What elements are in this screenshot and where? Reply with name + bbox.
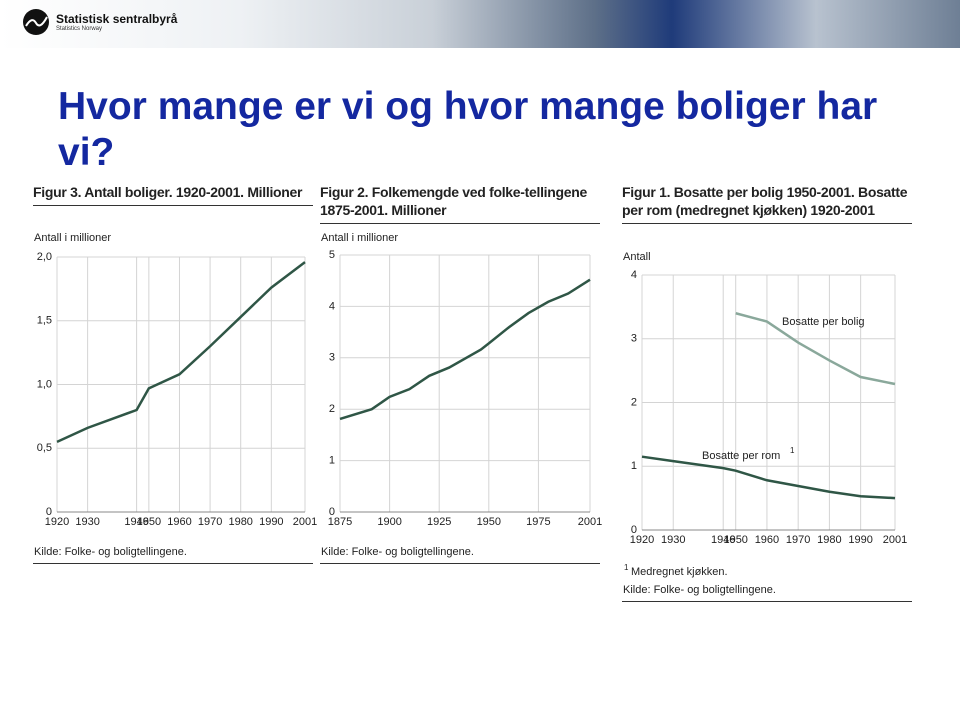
legend-label: Bosatte per rom bbox=[702, 450, 780, 462]
x-tick-label: 1960 bbox=[755, 534, 779, 546]
source-rule bbox=[33, 563, 313, 564]
y-tick-label: 1,0 bbox=[37, 378, 52, 390]
footnote-mark: 1 bbox=[624, 563, 629, 572]
x-tick-label: 1960 bbox=[167, 516, 191, 528]
source: Kilde: Folke- og boligtellingene. bbox=[34, 546, 187, 558]
source: Kilde: Folke- og boligtellingene. bbox=[321, 546, 474, 558]
legend-label: Bosatte per bolig bbox=[782, 316, 865, 328]
y-tick-label: 4 bbox=[329, 300, 335, 312]
source-rule bbox=[622, 601, 912, 602]
y-tick-label: 5 bbox=[329, 249, 335, 261]
line bbox=[735, 312, 896, 386]
x-tick-label: 1980 bbox=[228, 516, 252, 528]
x-tick-label: 2001 bbox=[883, 534, 907, 546]
logo-icon bbox=[23, 9, 49, 35]
line bbox=[641, 455, 896, 500]
y-tick-label: 2,0 bbox=[37, 251, 52, 263]
x-tick-label: 1950 bbox=[137, 516, 161, 528]
x-tick-label: 1980 bbox=[817, 534, 841, 546]
logo-text: Statistisk sentralbyrå bbox=[56, 12, 178, 26]
y-tick-label: 1 bbox=[329, 455, 335, 467]
x-tick-label: 2001 bbox=[293, 516, 317, 528]
x-tick-label: 1920 bbox=[45, 516, 69, 528]
y-axis-label: Antall bbox=[623, 251, 651, 263]
x-tick-label: 2001 bbox=[578, 516, 602, 528]
y-tick-label: 0,5 bbox=[37, 442, 52, 454]
x-tick-label: 1970 bbox=[786, 534, 810, 546]
x-tick-label: 1950 bbox=[477, 516, 501, 528]
chart-title: Figur 2. Folkemengde ved folke-tellingen… bbox=[320, 183, 600, 224]
logo-sub: Statistics Norway bbox=[56, 26, 103, 32]
x-tick-label: 1950 bbox=[723, 534, 747, 546]
y-tick-label: 0 bbox=[329, 506, 335, 518]
x-tick-label: 1900 bbox=[377, 516, 401, 528]
source: Kilde: Folke- og boligtellingene. bbox=[623, 584, 776, 596]
x-tick-label: 1946 bbox=[124, 516, 148, 528]
y-axis-label: Antall i millioner bbox=[34, 232, 112, 244]
x-tick-label: 1970 bbox=[198, 516, 222, 528]
y-tick-label: 0 bbox=[631, 524, 637, 536]
source-rule bbox=[320, 563, 600, 564]
y-tick-label: 3 bbox=[329, 352, 335, 364]
x-tick-label: 1930 bbox=[75, 516, 99, 528]
x-tick-label: 1920 bbox=[630, 534, 654, 546]
y-tick-label: 2 bbox=[631, 396, 637, 408]
y-tick-label: 3 bbox=[631, 333, 637, 345]
y-axis-label: Antall i millioner bbox=[321, 232, 399, 244]
y-tick-label: 1 bbox=[631, 460, 637, 472]
y-tick-label: 4 bbox=[631, 269, 637, 281]
line bbox=[56, 261, 306, 444]
chart-title: Figur 1. Bosatte per bolig 1950-2001. Bo… bbox=[622, 183, 912, 224]
x-tick-label: 1990 bbox=[848, 534, 872, 546]
x-tick-label: 1925 bbox=[427, 516, 451, 528]
chart-title: Figur 3. Antall boliger. 1920-2001. Mill… bbox=[33, 183, 313, 206]
x-tick-label: 1975 bbox=[526, 516, 550, 528]
x-tick-label: 1930 bbox=[661, 534, 685, 546]
y-tick-label: 2 bbox=[329, 403, 335, 415]
x-tick-label: 1875 bbox=[328, 516, 352, 528]
y-tick-label: 0 bbox=[46, 506, 52, 518]
banner bbox=[0, 0, 960, 48]
x-tick-label: 1990 bbox=[259, 516, 283, 528]
y-tick-label: 1,5 bbox=[37, 315, 52, 327]
line bbox=[339, 278, 591, 421]
x-tick-label: 1946 bbox=[711, 534, 735, 546]
footnote-text: Medregnet kjøkken. bbox=[631, 566, 728, 578]
slide-title: Hvor mange er vi og hvor mange boliger h… bbox=[58, 85, 878, 174]
logo: Statistisk sentralbyrå Statistics Norway bbox=[22, 8, 177, 36]
footnote-ref: 1 bbox=[790, 446, 795, 455]
